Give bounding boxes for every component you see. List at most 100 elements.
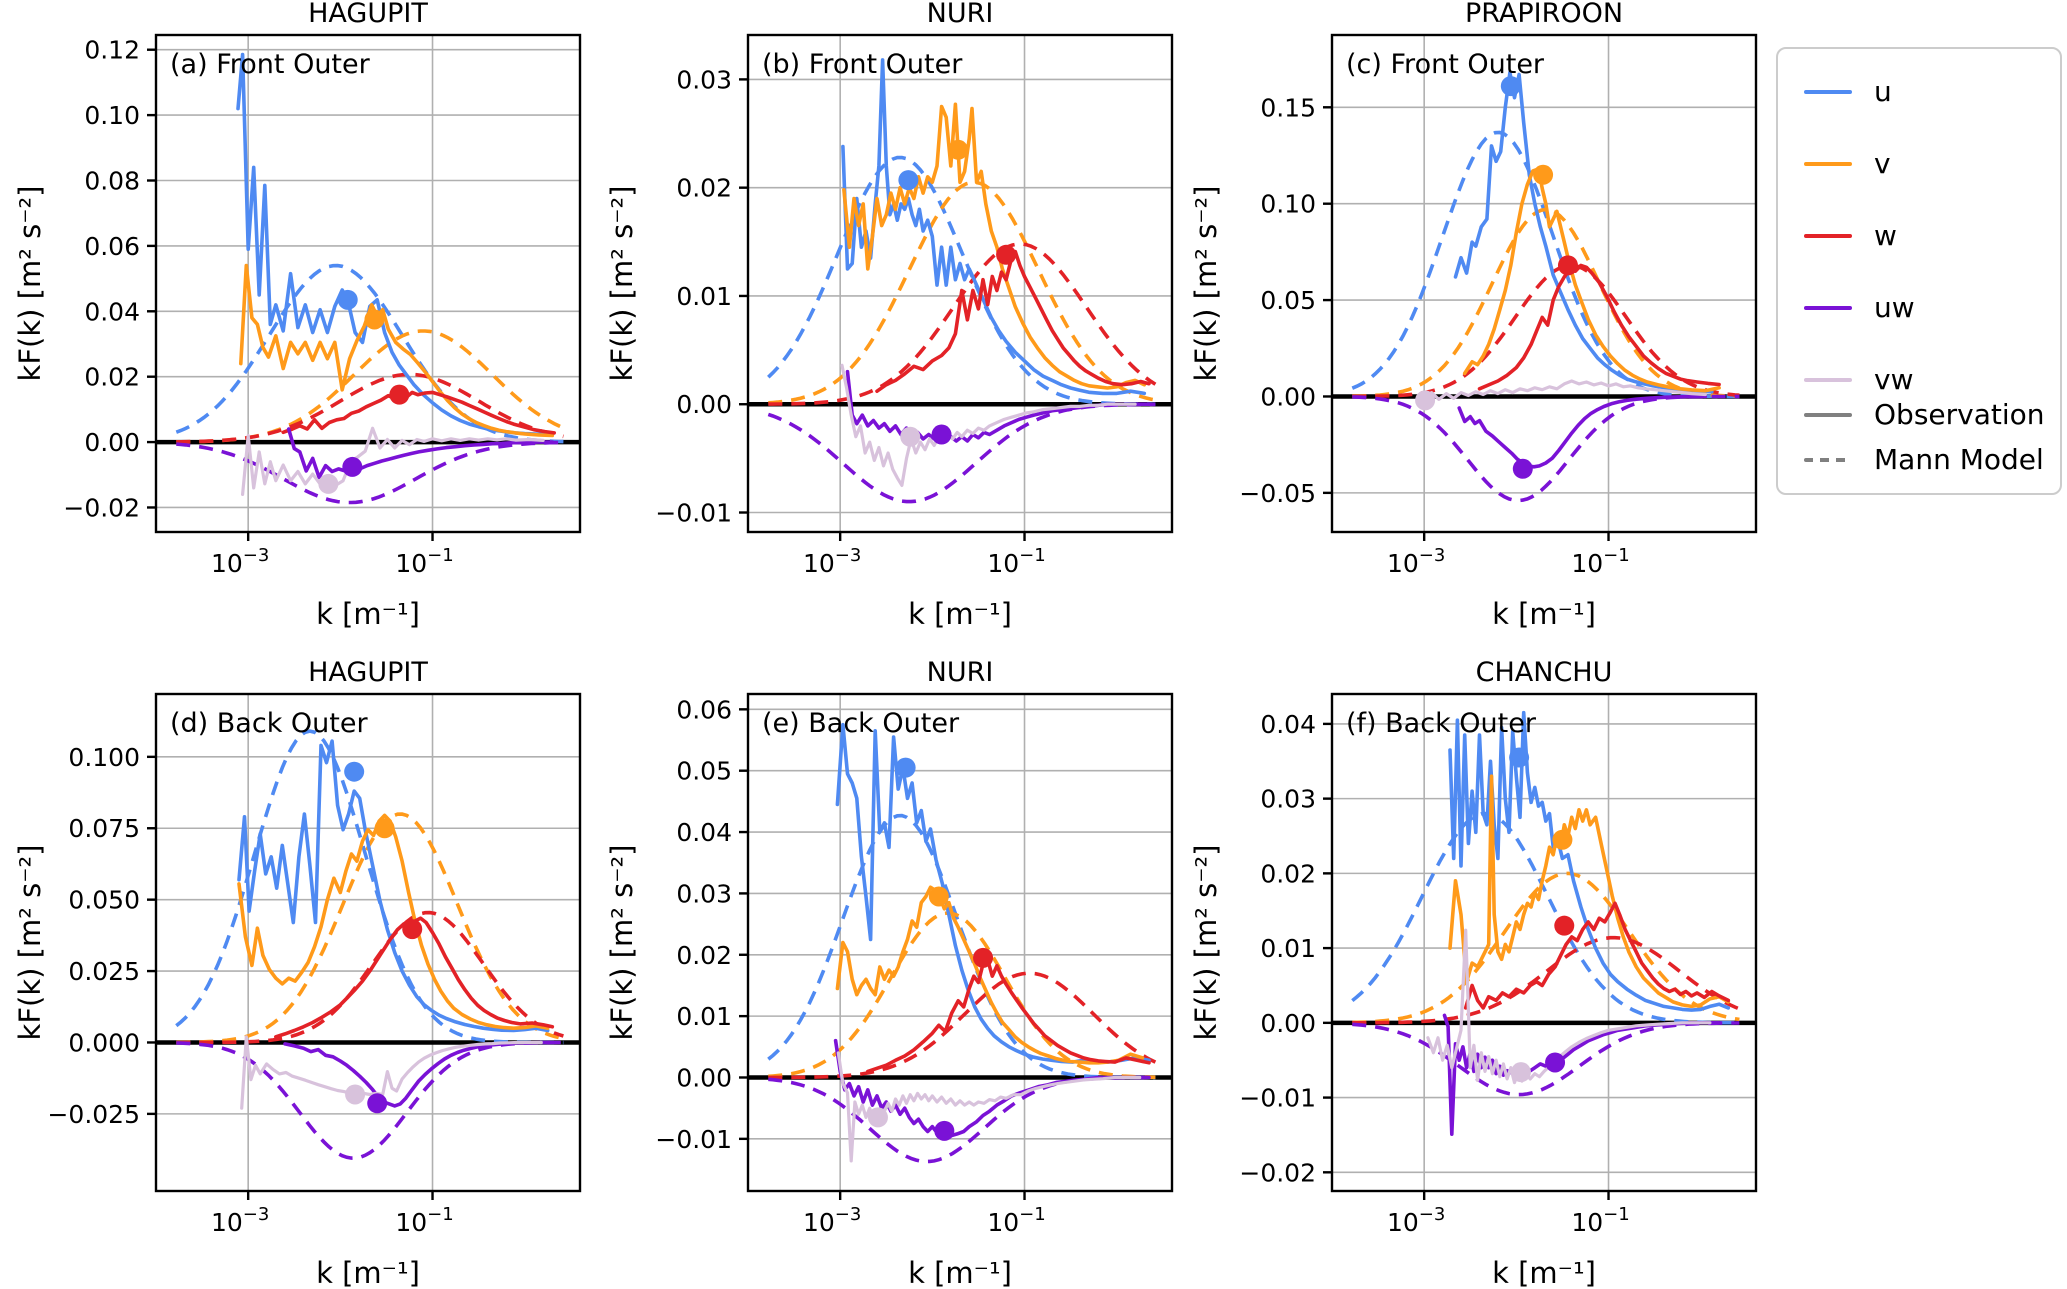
panel-f-x-tick-label: 10−1 (1571, 1204, 1629, 1237)
panel-f-series (1332, 710, 1756, 1136)
panel-f-y-tick-label: 0.03 (1260, 785, 1316, 814)
panel-f-x-ticks: 10−3 10−1 (1387, 1191, 1630, 1237)
panel-f-title: CHANCHU (1476, 659, 1613, 688)
panel-d-y-tick-label: −0.025 (47, 1100, 140, 1129)
panel-b-series-u-model (767, 155, 1156, 406)
panel-b-y-axis-label: kF(k) [m² s⁻²] (605, 186, 639, 382)
panel-a-series-w-observation (281, 390, 556, 435)
panel-b-spines (746, 33, 1174, 534)
panel-c-title: PRAPIROON (1465, 0, 1623, 29)
panel-e-y-tick-label: −0.01 (655, 1125, 732, 1154)
panel-e-peak-marker-w (973, 947, 994, 968)
legend-item-mann-model: Mann Model (1804, 439, 2044, 481)
panel-c-grid (1332, 35, 1756, 532)
subplot-b-canvas: 0.03 0.02 0.01 0.00 −0.01 10−3 10−1 NURI (b) Fro… (605, 0, 1174, 630)
subplot-c-canvas: 0.15 0.10 0.05 0.00 −0.05 10−3 10−1 PRAPIROON (c… (1189, 0, 1758, 630)
legend-label-vw: vw (1874, 363, 1914, 396)
panel-f-spines (1330, 692, 1758, 1193)
panel-a-series-u-model (175, 263, 564, 444)
panel-a-y-tick-label: 0.12 (84, 36, 140, 65)
panel-d-y-axis-label: kF(k) [m² s⁻²] (13, 845, 47, 1041)
panel-b-series (748, 58, 1172, 504)
panel-f-label: (f) Back Outer (1346, 708, 1537, 739)
legend-label-v: v (1874, 147, 1891, 180)
panel-b-x-ticks: 10−3 10−1 (803, 532, 1046, 578)
panel-d-series-u-observation (237, 739, 550, 1033)
panel-a-y-tick-label: 0.08 (84, 167, 140, 196)
panel-a-series-w-model (176, 372, 564, 444)
panel-a-series-vw-observation (241, 426, 545, 496)
legend-item-observation: Observation (1804, 394, 2045, 436)
panel-e-y-ticks: 0.06 0.05 0.04 0.03 0.02 0.01 0.00 −0.01 (655, 695, 748, 1154)
panel-d-y-tick-label: 0.075 (68, 814, 140, 843)
panel-b-label: (b) Front Outer (762, 49, 963, 80)
panel-d-x-axis-label: k [m⁻¹] (316, 1256, 420, 1289)
panel-c-x-tick-label: 10−3 (1387, 545, 1445, 578)
panel-a-x-ticks: 10−3 10−1 (211, 532, 454, 578)
panel-d-grid (156, 694, 580, 1191)
panel-a-title: HAGUPIT (308, 0, 428, 29)
panel-d-series-vw-observation (240, 1035, 543, 1110)
panel-a-series-v-model (176, 329, 565, 444)
panel-f-x-tick-label: 10−3 (1387, 1204, 1445, 1237)
panel-e-y-tick-label: 0.05 (676, 757, 732, 786)
panel-e-y-tick-label: 0.03 (676, 879, 732, 908)
panel-a-series-uw-observation (286, 427, 555, 480)
panel-e-peak-marker-vw (867, 1107, 888, 1128)
panel-b-x-axis-label: k [m⁻¹] (908, 597, 1012, 630)
panel-a-series (156, 52, 580, 505)
panel-a-y-ticks: 0.12 0.10 0.08 0.06 0.04 0.02 0.00 −0.02 (63, 36, 156, 522)
vw-line-swatch (1804, 378, 1852, 382)
subplot-c-front-outer-prapiroon: 0.15 0.10 0.05 0.00 −0.05 10−3 10−1 PRAPIROON (c… (1182, 0, 1782, 630)
panel-f-series-w-model (1352, 935, 1741, 1025)
subplot-d-canvas: 0.100 0.075 0.050 0.025 0.000 −0.025 10−3 10−1 H… (13, 659, 582, 1289)
panel-b-series-u-observation (841, 58, 1147, 396)
panel-b-peak-marker-uw (931, 424, 952, 445)
panel-c-x-axis-label: k [m⁻¹] (1492, 597, 1596, 630)
panel-a-spines (154, 33, 582, 534)
panel-c-spines (1330, 33, 1758, 534)
panel-f-peak-marker-u (1509, 747, 1530, 768)
panel-d-label: (d) Back Outer (170, 708, 368, 739)
legend-label-w: w (1874, 219, 1897, 252)
panel-f-peak-marker-uw (1545, 1052, 1566, 1073)
panel-b-peak-marker-v (948, 139, 969, 160)
panel-b-y-ticks: 0.03 0.02 0.01 0.00 −0.01 (655, 65, 748, 528)
panel-f-peak-marker-vw (1510, 1062, 1531, 1083)
panel-e-title: NURI (927, 659, 994, 688)
panel-c-y-tick-label: −0.05 (1239, 479, 1316, 508)
panel-c-series-vw-observation (1422, 379, 1707, 401)
legend-item-uw: uw (1804, 287, 1915, 329)
subplot-a-canvas: 0.120.100.080.060.040.020.00−0.02 10−3 10−… (13, 0, 582, 630)
panel-f-y-tick-label: 0.01 (1260, 934, 1316, 963)
panel-e-peak-marker-uw (934, 1120, 955, 1141)
legend-item-u: u (1804, 71, 1892, 113)
panel-a-y-tick-label: 0.04 (84, 297, 140, 326)
panel-f-peak-marker-w (1554, 915, 1575, 936)
panel-e-series-uw-model (768, 1075, 1156, 1164)
panel-b-y-tick-label: 0.03 (676, 65, 732, 94)
panel-e-x-tick-label: 10−3 (803, 1204, 861, 1237)
panel-e-y-tick-label: 0.04 (676, 818, 732, 847)
panel-e-x-tick-label: 10−1 (987, 1204, 1045, 1237)
panel-c-peak-marker-u (1500, 76, 1521, 97)
subplot-f-canvas: 0.04 0.03 0.02 0.01 0.00 −0.01 −0.02 10−3 10−1 CH… (1189, 659, 1758, 1289)
panel-b-y-tick-label: 0.01 (676, 282, 732, 311)
legend-item-vw: vw (1804, 359, 1913, 401)
panel-c-series-v-model (1352, 207, 1740, 398)
panel-d-series-w-observation (274, 916, 555, 1039)
panel-b-series-uw-observation (845, 369, 1151, 443)
panel-c-peak-marker-uw (1512, 458, 1533, 479)
panel-d-peak-marker-w (402, 919, 423, 940)
panel-b-peak-marker-vw (900, 426, 921, 447)
panel-d-title: HAGUPIT (308, 659, 428, 688)
panel-e-y-tick-label: 0.00 (676, 1063, 732, 1092)
panel-f-series-u-model (1351, 811, 1740, 1025)
panel-c-series-w-observation (1477, 263, 1721, 391)
panel-d-x-tick-label: 10−1 (395, 1204, 453, 1237)
panel-d-x-tick-label: 10−3 (211, 1204, 269, 1237)
panel-c-series-w-model (1352, 263, 1740, 399)
legend-label-observation: Observation (1874, 398, 2045, 431)
panel-c-series-u-observation (1453, 70, 1714, 394)
